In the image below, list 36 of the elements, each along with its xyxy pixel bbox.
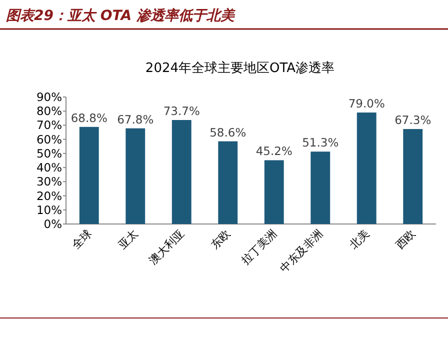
bar: [172, 120, 192, 224]
y-tick-label: 90%: [36, 90, 62, 104]
bar: [218, 141, 238, 224]
chart-subtitle: 2024年全球主要地区OTA渗透率: [145, 60, 335, 76]
y-tick-label: 40%: [36, 160, 62, 175]
data-label: 58.6%: [210, 125, 246, 140]
y-tick-label: 0%: [44, 217, 62, 231]
bar: [79, 126, 99, 224]
bar: [310, 152, 330, 224]
x-tick-label: 东欧: [208, 226, 233, 252]
y-tick-label: 80%: [36, 104, 62, 118]
x-tick-label: 中东及非洲: [277, 226, 326, 276]
data-label: 51.3%: [302, 136, 339, 150]
data-label: 67.3%: [394, 113, 432, 128]
data-label: 68.8%: [70, 110, 108, 125]
bar: [126, 128, 146, 224]
y-tick-label: 70%: [36, 118, 62, 132]
bar: [264, 160, 284, 224]
chart-title: 图表29：亚太 OTA 渗透率低于北美: [6, 7, 236, 24]
x-tick-label: 拉丁美洲: [238, 226, 280, 268]
data-label: 67.8%: [117, 112, 154, 126]
x-tick-label: 亚太: [116, 226, 140, 252]
x-tick-label: 西欧: [393, 226, 418, 252]
y-tick-label: 50%: [36, 146, 62, 160]
y-tick-label: 60%: [36, 132, 62, 146]
x-tick-label: 北美: [347, 226, 372, 252]
y-tick-label: 30%: [36, 174, 62, 189]
bar: [403, 129, 423, 224]
y-tick-label: 10%: [36, 202, 62, 217]
data-label: 45.2%: [256, 144, 292, 158]
data-label: 79.0%: [348, 96, 385, 111]
x-tick-label: 澳大利亚: [146, 226, 187, 268]
x-tick-label: 全球: [70, 226, 94, 252]
data-label: 73.7%: [163, 104, 200, 118]
y-tick-label: 20%: [36, 188, 62, 203]
bar: [356, 112, 376, 224]
